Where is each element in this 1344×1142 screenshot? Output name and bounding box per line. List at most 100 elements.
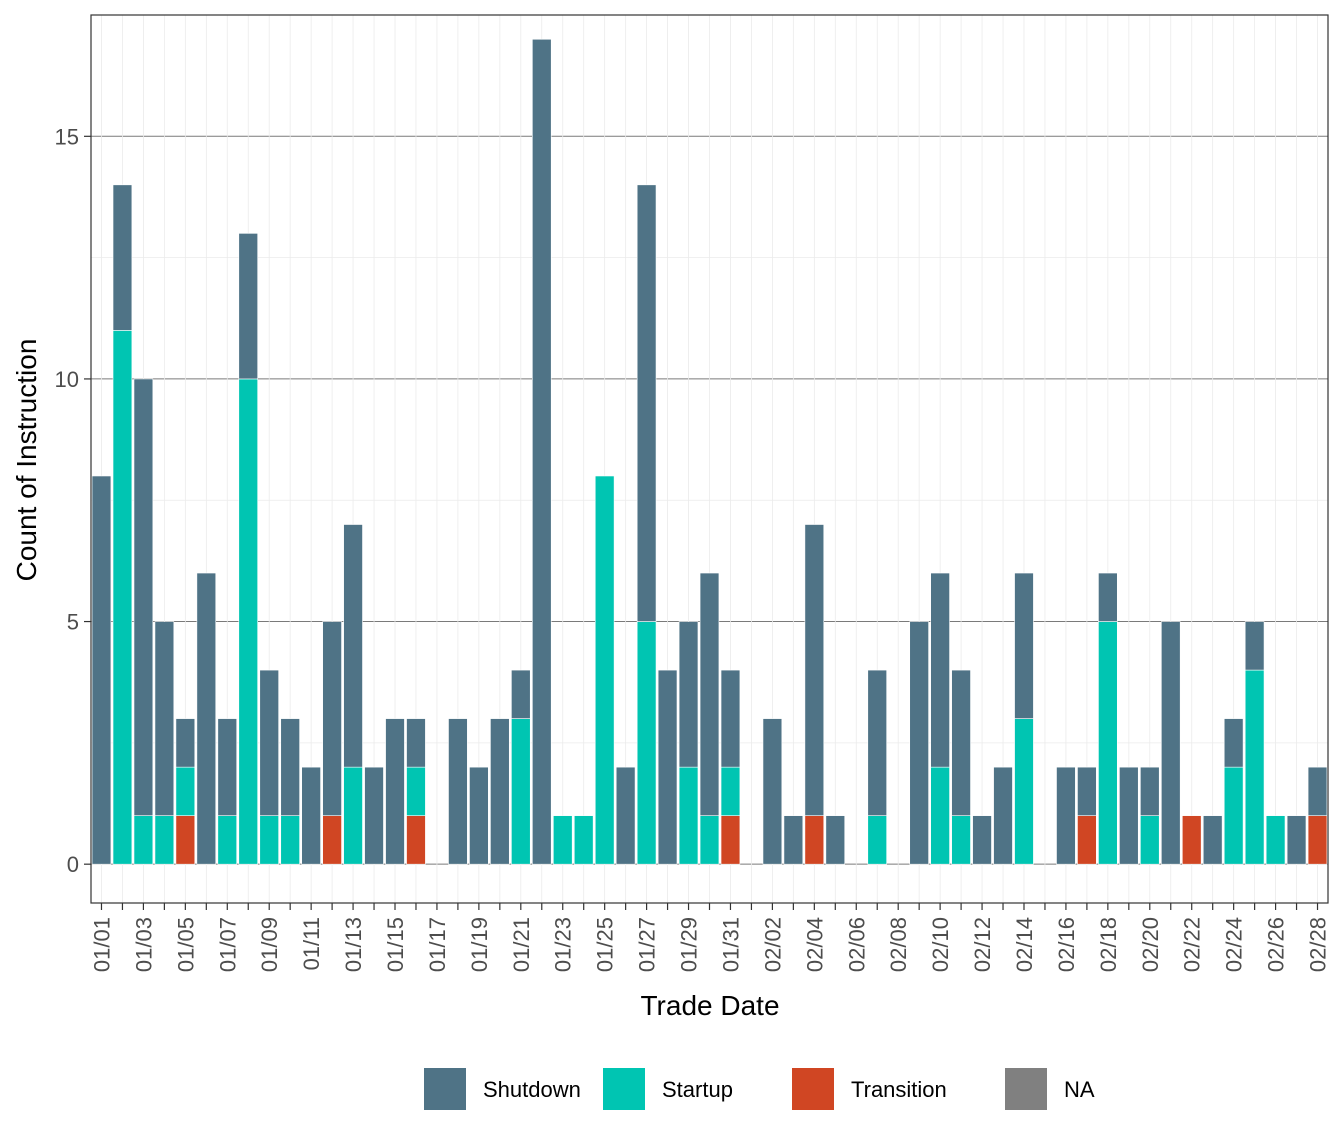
- y-axis-title: Count of Instruction: [11, 339, 42, 582]
- legend-label-startup: Startup: [662, 1077, 733, 1102]
- bar-segment-shutdown: [930, 572, 950, 768]
- x-axis: 01/01 01/03 01/05 01/07 01/09 01/11 01/13 01/15…: [89, 903, 1331, 972]
- bar-segment-shutdown: [280, 718, 300, 816]
- bar-segment-shutdown: [301, 766, 321, 865]
- bar-segment-startup: [112, 330, 133, 865]
- bar-segment-startup: [217, 815, 238, 865]
- x-tick-label: 01/27: [635, 917, 660, 972]
- x-tick-label: 01/29: [677, 917, 702, 972]
- bar-segment-shutdown: [385, 718, 405, 865]
- x-tick-label: 02/24: [1222, 917, 1247, 972]
- bar-segment-shutdown: [762, 718, 783, 865]
- bar-segment-shutdown: [1202, 815, 1223, 865]
- x-tick-label: 02/08: [886, 917, 911, 972]
- legend: Shutdown Startup Transition NA: [424, 1068, 1095, 1110]
- bar-segment-shutdown: [1014, 572, 1034, 719]
- x-tick-label: 02/12: [970, 917, 995, 972]
- x-tick-label: 01/13: [341, 917, 366, 972]
- x-tick-label: 02/26: [1264, 917, 1289, 972]
- bar-segment-shutdown: [112, 184, 133, 331]
- x-tick-label: 02/20: [1138, 917, 1163, 972]
- bar-segment-startup: [154, 815, 175, 865]
- bar-segment-startup: [930, 766, 950, 865]
- x-tick-label: 01/01: [89, 917, 114, 972]
- x-tick-label: 01/09: [257, 917, 282, 972]
- bar-segment-shutdown: [804, 524, 825, 816]
- bar-segment-transition: [1181, 815, 1202, 865]
- bar-segment-shutdown: [720, 669, 741, 768]
- bars: [91, 38, 1328, 865]
- bar-segment-shutdown: [699, 572, 720, 816]
- bar-segment-shutdown: [636, 184, 657, 622]
- x-tick-label: 01/21: [509, 917, 534, 972]
- x-tick-label: 02/18: [1096, 917, 1121, 972]
- x-tick-label: 02/16: [1054, 917, 1079, 972]
- x-tick-label: 01/31: [718, 917, 743, 972]
- bar-segment-startup: [594, 475, 615, 865]
- x-tick-label: 02/06: [844, 917, 869, 972]
- bar-segment-shutdown: [259, 669, 279, 816]
- bar-segment-shutdown: [1140, 766, 1160, 816]
- x-tick-label: 01/11: [299, 917, 324, 970]
- y-tick-label: 15: [55, 124, 79, 149]
- bar-segment-startup: [636, 621, 657, 865]
- bar-segment-startup: [511, 718, 531, 865]
- bar-segment-shutdown: [238, 233, 258, 380]
- bar-segment-startup: [678, 766, 699, 865]
- bar-segment-startup: [1098, 621, 1118, 865]
- bar-segment-shutdown: [1077, 766, 1097, 816]
- y-axis: 0 5 10 15: [55, 124, 91, 877]
- bar-segment-startup: [280, 815, 300, 865]
- bar-segment-shutdown: [133, 378, 154, 816]
- bar-segment-shutdown: [469, 766, 489, 865]
- bar-segment-shutdown: [1119, 766, 1139, 865]
- bar-segment-shutdown: [909, 621, 929, 865]
- bar-segment-shutdown: [175, 718, 196, 768]
- bar-segment-shutdown: [867, 669, 887, 816]
- bar-segment-startup: [573, 815, 594, 865]
- bar-segment-shutdown: [364, 766, 384, 865]
- bar-segment-shutdown: [972, 815, 992, 865]
- bar-segment-shutdown: [406, 718, 426, 768]
- bar-segment-shutdown: [678, 621, 699, 768]
- x-tick-label: 01/07: [215, 917, 240, 972]
- bar-segment-startup: [1223, 766, 1244, 865]
- x-tick-label: 01/19: [467, 917, 492, 972]
- x-tick-label: 02/28: [1306, 917, 1331, 972]
- bar-segment-shutdown: [825, 815, 846, 865]
- y-tick-label: 5: [67, 610, 79, 635]
- legend-key-startup: [603, 1068, 645, 1110]
- bar-segment-transition: [1077, 815, 1097, 865]
- legend-key-na: [1005, 1068, 1047, 1110]
- bar-segment-shutdown: [217, 718, 238, 816]
- x-tick-label: 01/15: [383, 917, 408, 972]
- bar-segment-shutdown: [657, 669, 678, 865]
- bar-segment-shutdown: [1161, 621, 1181, 865]
- y-tick-label: 10: [55, 367, 79, 392]
- bar-segment-startup: [175, 766, 196, 816]
- bar-segment-startup: [259, 815, 279, 865]
- bar-segment-startup: [238, 378, 258, 865]
- bar-segment-shutdown: [1098, 572, 1118, 622]
- x-tick-label: 02/14: [1012, 917, 1037, 972]
- bar-segment-shutdown: [993, 766, 1013, 865]
- x-tick-label: 01/23: [551, 917, 576, 972]
- bar-segment-startup: [699, 815, 720, 865]
- legend-key-shutdown: [424, 1068, 466, 1110]
- x-tick-label: 01/17: [425, 917, 450, 972]
- legend-label-transition: Transition: [851, 1077, 947, 1102]
- bar-segment-startup: [133, 815, 154, 865]
- bar-segment-shutdown: [951, 669, 971, 816]
- bar-segment-shutdown: [154, 621, 175, 816]
- bar-segment-startup: [343, 766, 363, 865]
- bar-segment-shutdown: [1286, 815, 1307, 865]
- bar-segment-startup: [553, 815, 573, 865]
- bar-segment-startup: [1265, 815, 1286, 865]
- bar-segment-shutdown: [448, 718, 468, 865]
- x-tick-label: 02/04: [802, 917, 827, 972]
- bar-segment-shutdown: [343, 524, 363, 768]
- bar-segment-shutdown: [511, 669, 531, 719]
- bar-segment-transition: [804, 815, 825, 865]
- x-tick-label: 01/25: [593, 917, 618, 972]
